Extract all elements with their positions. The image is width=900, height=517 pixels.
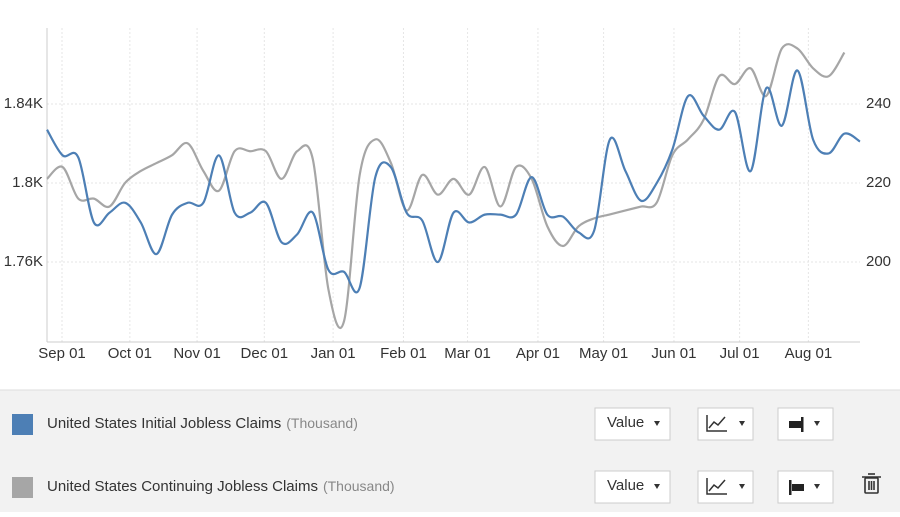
legend-unit: (Thousand) — [323, 478, 395, 494]
x-tick-label: May 01 — [579, 345, 628, 362]
legend-label: United States Continuing Jobless Claims (… — [47, 478, 395, 495]
legend-swatch — [12, 477, 33, 498]
x-tick-label: Jun 01 — [651, 345, 696, 362]
legend-name: United States Initial Jobless Claims — [47, 415, 281, 432]
caret — [739, 484, 745, 489]
legend-label: United States Initial Jobless Claims (Tho… — [47, 415, 358, 432]
trash-icon[interactable] — [862, 473, 881, 494]
y2-tick-label: 220 — [866, 174, 891, 191]
value-dropdown[interactable]: Value — [594, 407, 671, 441]
y-tick-label: 1.8K — [12, 174, 43, 191]
y2-tick-label: 240 — [866, 95, 891, 112]
legend-name: United States Continuing Jobless Claims — [47, 478, 318, 495]
x-tick-label: Jul 01 — [720, 345, 760, 362]
button-label: Value — [607, 477, 644, 494]
x-tick-label: Nov 01 — [173, 345, 221, 362]
legend-swatch — [12, 414, 33, 435]
button[interactable] — [777, 407, 834, 441]
caret — [654, 484, 660, 489]
line-icon — [706, 478, 727, 495]
y-tick-label: 1.84K — [4, 95, 43, 112]
caret — [814, 421, 820, 426]
x-tick-label: Apr 01 — [516, 345, 560, 362]
series-line — [46, 43, 846, 329]
x-tick-label: Sep 01 — [38, 345, 86, 362]
chart-type-dropdown[interactable] — [697, 407, 754, 441]
legend-unit: (Thousand) — [286, 415, 358, 431]
x-tick-label: Feb 01 — [380, 345, 427, 362]
axis-dropdown[interactable] — [777, 470, 834, 504]
x-tick-label: Jan 01 — [311, 345, 356, 362]
y-tick-label: 1.76K — [4, 253, 43, 270]
caret — [814, 484, 820, 489]
axis-icon-bar — [789, 421, 801, 428]
x-tick-label: Dec 01 — [241, 345, 289, 362]
button-label: Value — [607, 414, 644, 431]
x-tick-label: Oct 01 — [108, 345, 152, 362]
line-icon — [706, 415, 727, 432]
x-tick-label: Aug 01 — [785, 345, 833, 362]
axis-icon-edge — [789, 480, 792, 495]
axis-dropdown[interactable] — [777, 407, 834, 441]
caret — [654, 421, 660, 426]
button[interactable] — [777, 470, 834, 504]
caret — [739, 421, 745, 426]
axis-icon-bar — [792, 484, 804, 491]
x-tick-label: Mar 01 — [444, 345, 491, 362]
series-line — [46, 69, 861, 294]
value-dropdown[interactable]: Value — [594, 470, 671, 504]
y2-tick-label: 200 — [866, 253, 891, 270]
axis-icon-edge — [801, 417, 804, 432]
chart-type-dropdown[interactable] — [697, 470, 754, 504]
